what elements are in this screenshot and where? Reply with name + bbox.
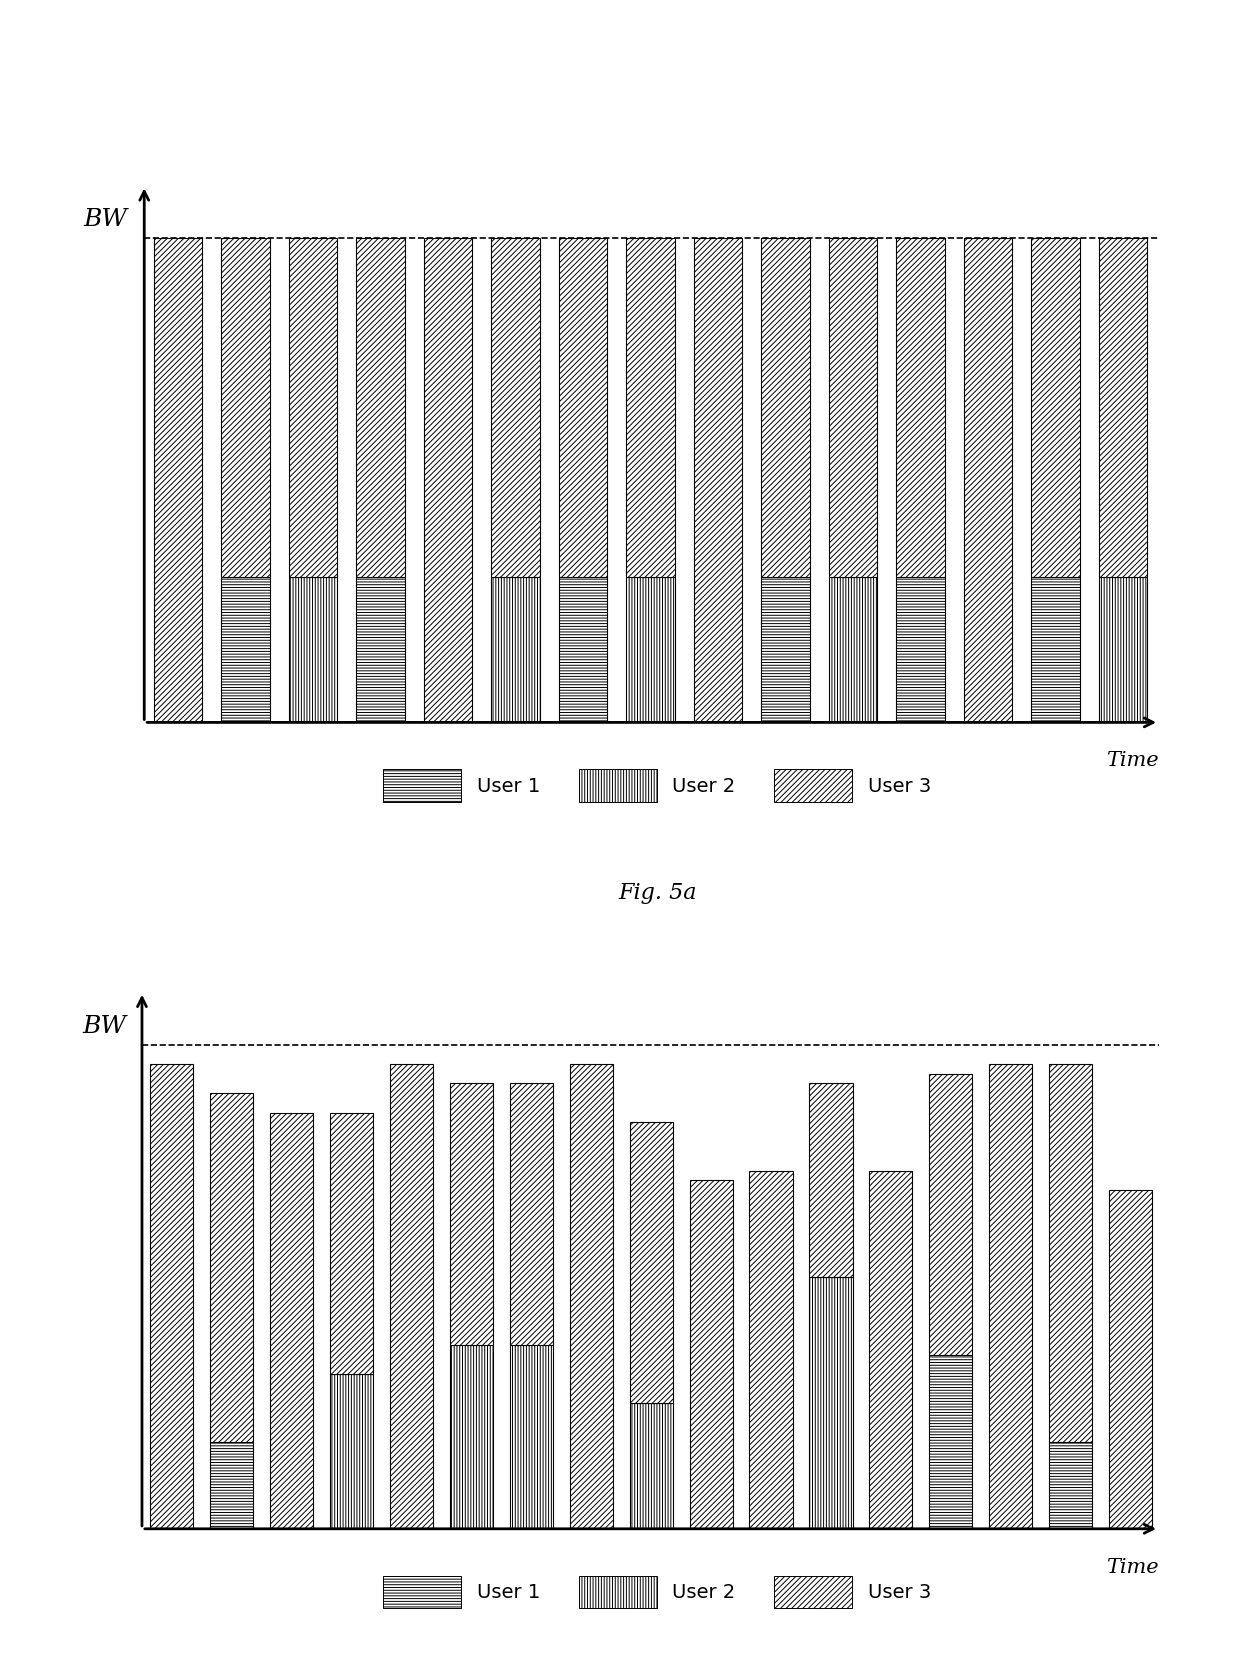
Bar [761,239,810,578]
Bar [1032,578,1080,722]
Bar [211,1094,253,1441]
Bar [491,239,539,578]
Text: BW: BW [83,1015,126,1038]
Bar [450,1084,494,1346]
Bar [211,1441,253,1529]
Bar [154,239,202,722]
Bar [491,578,539,722]
Bar [330,1374,373,1529]
Bar [450,1346,494,1529]
Bar [424,239,472,722]
Bar [356,239,404,578]
Bar [150,1063,193,1529]
Bar [689,1181,733,1529]
Bar [1099,239,1147,578]
Bar [626,578,675,722]
Text: Time: Time [1106,1557,1159,1578]
Bar [391,1063,433,1529]
Bar [330,1112,373,1374]
Bar [289,239,337,578]
Bar [270,1112,314,1529]
Text: Fig. 5a: Fig. 5a [618,882,697,904]
Bar [693,239,743,722]
Bar [221,578,270,722]
Bar [828,578,877,722]
Bar [963,239,1012,722]
Bar [929,1074,972,1354]
Bar [569,1063,613,1529]
Bar [510,1084,553,1346]
Bar [897,578,945,722]
Text: BW: BW [83,208,128,232]
Bar [559,239,608,578]
Bar [828,239,877,578]
Bar [897,239,945,578]
Bar [630,1122,673,1403]
Bar [810,1084,853,1277]
Bar [221,239,270,578]
Bar [761,578,810,722]
Bar [749,1171,792,1529]
Bar [289,578,337,722]
Legend: User 1, User 2, User 3: User 1, User 2, User 3 [376,761,939,810]
Bar [559,578,608,722]
Bar [1049,1063,1092,1441]
Bar [1032,239,1080,578]
Bar [1109,1189,1152,1529]
Bar [929,1354,972,1529]
Bar [626,239,675,578]
Bar [810,1277,853,1529]
Bar [1099,578,1147,722]
Bar [510,1346,553,1529]
Bar [1049,1441,1092,1529]
Bar [869,1171,913,1529]
Text: Time: Time [1106,751,1159,771]
Bar [630,1403,673,1529]
Legend: User 1, User 2, User 3: User 1, User 2, User 3 [376,1567,939,1616]
Bar [990,1063,1032,1529]
Bar [356,578,404,722]
